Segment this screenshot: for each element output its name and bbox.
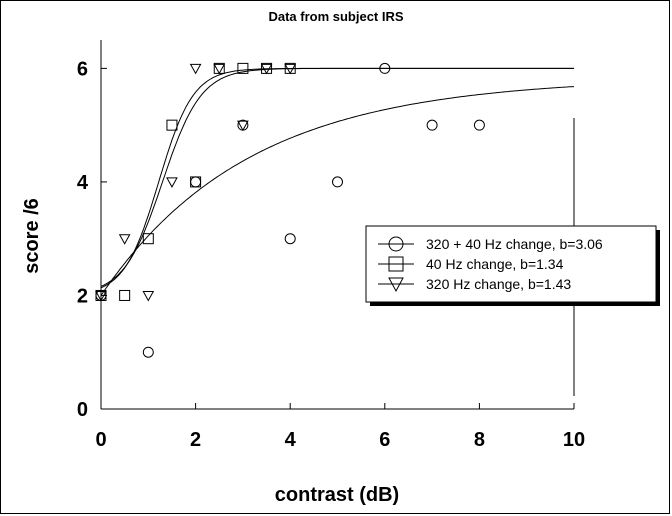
x-tick-label: 4 <box>285 429 297 451</box>
legend-label: 320 Hz change, b=1.43 <box>426 276 571 292</box>
legend: 320 + 40 Hz change, b=3.06 40 Hz change, … <box>365 225 660 306</box>
legend-marker-square <box>388 256 404 272</box>
data-point-triangle <box>166 177 178 188</box>
data-point-circle <box>473 119 485 131</box>
y-tick-label: 0 <box>77 399 88 421</box>
data-point-square <box>166 119 178 131</box>
data-point-square <box>237 62 249 74</box>
data-point-circle <box>426 119 438 131</box>
data-point-circle <box>332 176 343 188</box>
y-tick-label: 4 <box>77 172 89 194</box>
data-point-circle <box>190 176 202 188</box>
data-point-triangle <box>213 63 226 75</box>
data-point-triangle <box>189 63 202 75</box>
y-tick-label: 2 <box>77 285 88 307</box>
y-tick-label: 6 <box>77 58 88 80</box>
chart-title: Data from subject IRS <box>268 9 403 24</box>
legend-marker-triangle <box>388 277 404 293</box>
data-point-triangle <box>142 290 155 302</box>
plot-area: 0 2 4 6 8 10 0 2 4 6 <box>77 40 585 451</box>
fit-curve-circle <box>100 86 575 296</box>
x-tick-label: 8 <box>474 429 485 451</box>
data-point-triangle <box>118 234 131 245</box>
data-point-square <box>119 289 131 301</box>
x-tick-label: 6 <box>379 429 390 451</box>
data-point-square <box>142 233 154 245</box>
x-tick-label: 0 <box>95 429 106 451</box>
data-point-triangle <box>260 63 273 75</box>
data-point-circle <box>379 62 391 74</box>
legend-box <box>365 225 657 303</box>
fit-curve-triangle <box>100 67 574 287</box>
data-point-circle <box>284 233 296 245</box>
legend-marker-circle <box>388 236 404 252</box>
x-tick-label: 2 <box>190 429 201 451</box>
legend-label: 320 + 40 Hz change, b=3.06 <box>426 236 603 252</box>
x-axis-title: contrast (dB) <box>275 484 399 506</box>
x-tick-label: 10 <box>563 429 585 451</box>
y-axis-title: score /6 <box>21 198 43 274</box>
data-point-circle <box>142 346 154 358</box>
data-point-triangle <box>237 120 249 132</box>
data-point-square <box>190 176 202 188</box>
data-point-triangle <box>284 63 297 75</box>
legend-label: 40 Hz change, b=1.34 <box>426 256 564 272</box>
data-point-triangle <box>95 290 107 302</box>
